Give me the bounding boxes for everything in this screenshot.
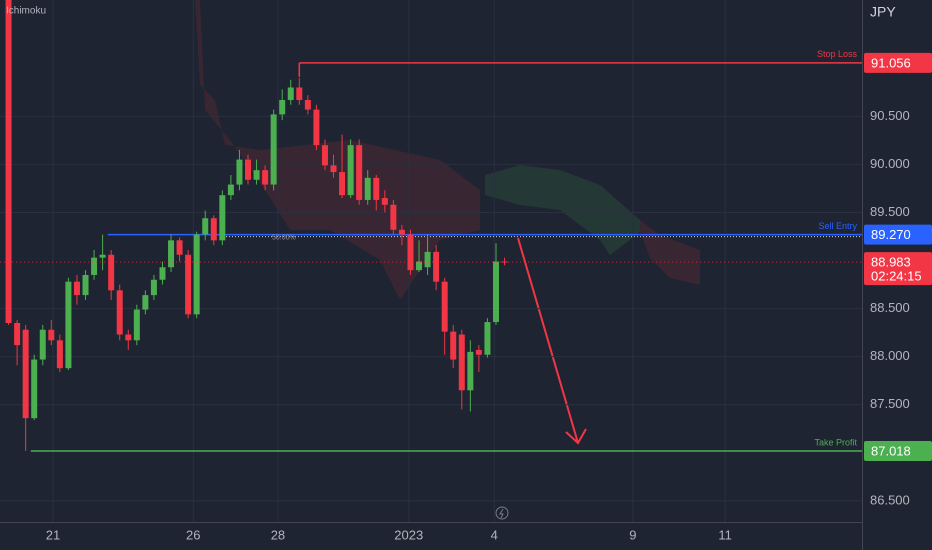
y-tick-label: 90.000 [870,156,910,171]
y-tick-label: 88.500 [870,300,910,315]
candle-body [407,234,414,271]
candle-body [441,281,448,332]
candle-body [73,281,80,296]
candle-body [176,240,183,255]
level-name: Stop Loss [817,49,858,59]
y-tick-label: 87.500 [870,396,910,411]
y-tick-label: 90.500 [870,108,910,123]
candle-body [398,229,405,235]
countdown: 02:24:15 [871,269,922,284]
candle-body [116,290,123,335]
candle-body [416,261,423,271]
candle-body [304,99,311,110]
candle-body [475,349,482,355]
candle-body [270,114,277,185]
indicator-label: Ichimoku [6,6,46,17]
candle-body [330,165,337,173]
cloud-bearish [640,220,700,285]
candle-body [279,99,286,115]
candle-body [484,322,491,355]
x-tick-label: 2023 [394,527,423,542]
candle-body [450,331,457,360]
price-tag-label: 87.018 [871,443,911,458]
price-tag [864,224,932,245]
candle-body [31,359,38,419]
candle-body [159,267,166,280]
candle-body [193,234,200,315]
last-price-tag [864,252,932,286]
candle-body [14,323,21,346]
y-tick-label: 89.500 [870,204,910,219]
price-tag-label: 91.056 [871,55,911,70]
candle-body [296,87,303,100]
price-tag [864,52,932,73]
candle-body [339,172,346,196]
candle-body [287,87,294,100]
currency-label: JPY [870,4,896,20]
candle-body [253,170,260,180]
plot-area [0,0,862,522]
candle-body [390,204,397,230]
candle-body [5,0,12,324]
candle-body [210,218,217,241]
candle-body [381,198,388,205]
candle-body [108,254,115,291]
x-tick-label: 21 [46,527,60,542]
candle-body [142,295,149,310]
candle-body [48,329,55,341]
candle-body [99,254,106,258]
x-tick-label: 9 [629,527,636,542]
candle-body [373,177,380,200]
candle-body [433,251,440,282]
x-tick-label: 26 [186,527,200,542]
candle-body [467,351,474,391]
candle-body [91,257,98,275]
candle-body [39,329,46,360]
candle-body [168,240,175,268]
y-tick-label: 86.500 [870,492,910,507]
candle-body [150,279,157,296]
red-arrow [517,237,579,444]
y-tick-label: 88.000 [870,348,910,363]
candle-body [313,109,320,146]
candle-body [22,329,29,419]
candle-body [347,145,354,196]
ichimoku-cloud [195,0,700,445]
price-tag [864,441,932,462]
candle-body [125,334,132,341]
replay-icon[interactable] [495,506,509,520]
candle-body [492,261,499,323]
candle-body [185,254,192,315]
candle-body [424,251,431,268]
candle-body [202,218,209,235]
candle-body [65,281,72,369]
x-tick-label: 11 [718,527,732,542]
candle-body [364,177,371,200]
candle-body [458,334,465,391]
red-arrow-head [565,428,587,445]
candle-body [244,159,251,180]
fib-label: 50.00% [272,234,296,241]
level-name: Sell Entry [818,221,857,231]
last-price-label: 88.983 [871,255,911,270]
candle-body [56,340,63,369]
candle-body [133,309,140,341]
candle-body [236,159,243,185]
price-tag-label: 89.270 [871,227,911,242]
candle-body [262,170,269,185]
candle-body [82,274,89,296]
candle-body [321,145,328,166]
candle-body [227,184,234,196]
candle-body [356,145,363,200]
cloud-bullish [485,165,640,255]
level-name: Take Profit [814,437,857,447]
x-tick-label: 4 [491,527,498,542]
candle-body [219,195,226,241]
x-tick-label: 28 [271,527,285,542]
